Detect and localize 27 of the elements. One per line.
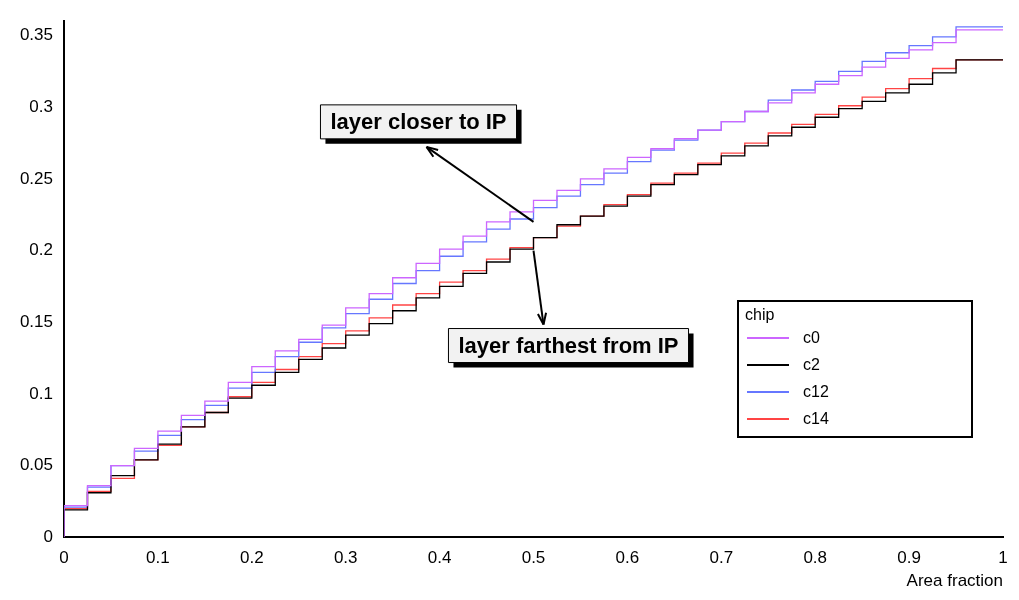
x-tick-label: 0.1 (146, 548, 170, 568)
annotation: layer farthest from IP (458, 332, 679, 358)
y-tick-label: 0 (43, 526, 53, 546)
legend-label: c12 (803, 382, 829, 401)
y-tick-label: 0.15 (19, 311, 53, 331)
y-tick-label: 0.25 (19, 168, 53, 188)
y-tick-label: 0.05 (19, 455, 53, 475)
y-tick-label: 0.3 (29, 96, 53, 116)
x-tick-label: 1 (998, 548, 1008, 568)
x-tick-label: 0.5 (521, 548, 546, 568)
x-tick-label: 0.8 (803, 548, 828, 568)
y-tick-label: 0.2 (29, 240, 53, 260)
legend-label: c0 (803, 328, 820, 347)
x-tick-label: 0.4 (427, 548, 452, 568)
x-tick-label: 0.9 (897, 548, 921, 568)
y-tick-label: 0.35 (19, 25, 53, 45)
annotation: layer closer to IP (330, 108, 507, 134)
legend-title: chip (745, 306, 776, 324)
x-tick-label: 0.3 (333, 548, 358, 568)
x-tick-label: 0.6 (615, 548, 640, 568)
x-tick-label: 0.2 (239, 548, 264, 568)
legend-label: c14 (803, 409, 829, 428)
x-tick-label: 0.7 (709, 548, 734, 568)
legend-label: c2 (803, 355, 820, 374)
y-tick-label: 0.1 (29, 383, 53, 403)
x-axis-title: Area fraction (906, 571, 1003, 591)
x-tick-label: 0 (59, 548, 69, 568)
